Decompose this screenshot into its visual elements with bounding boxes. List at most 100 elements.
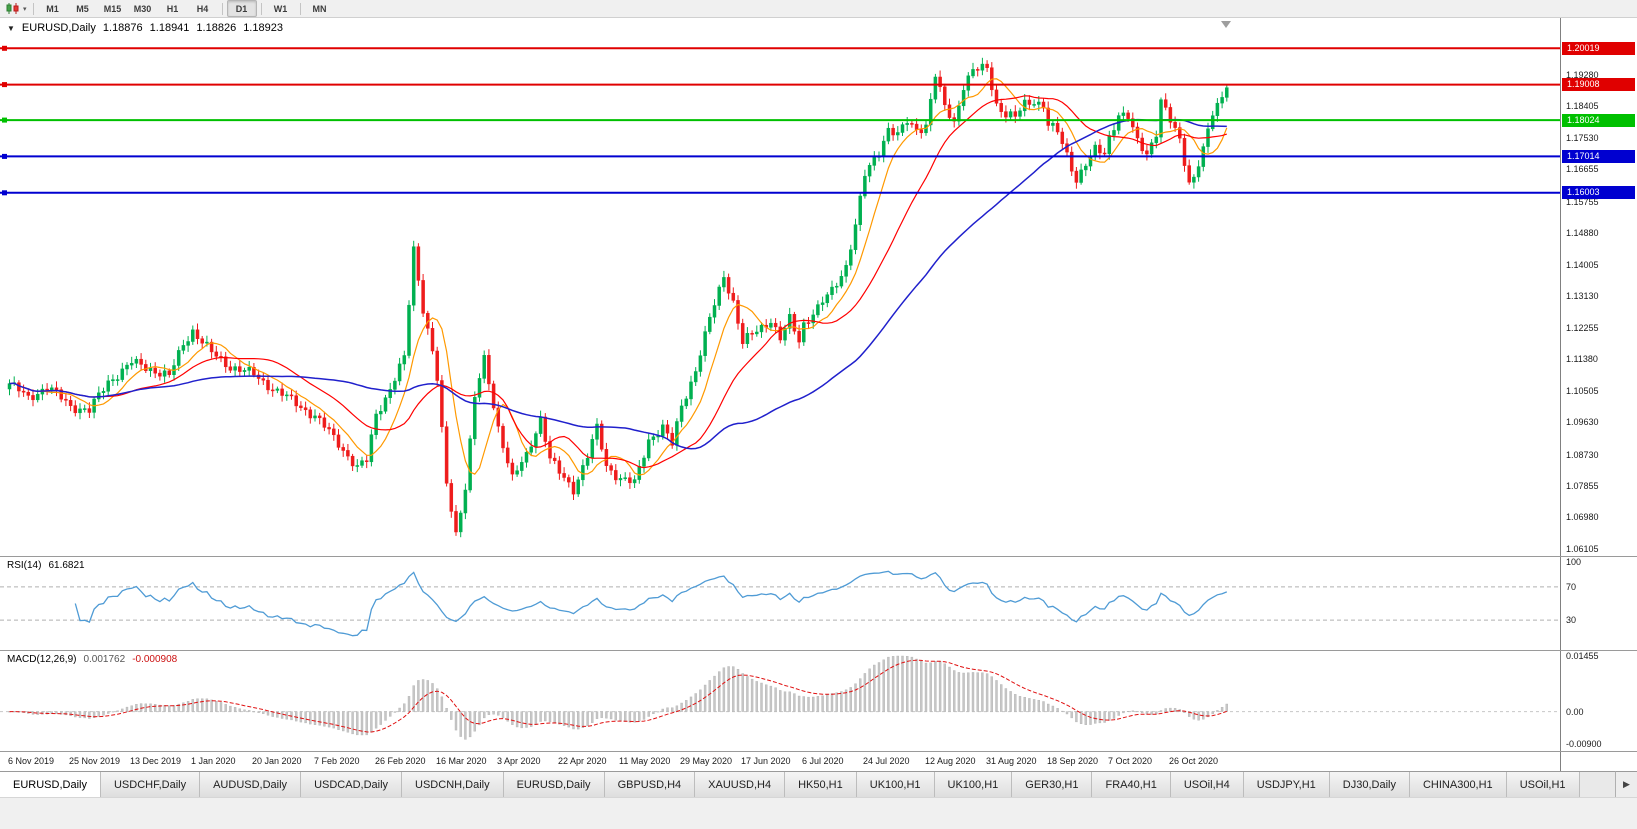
chart-tab-UK100-H1[interactable]: UK100,H1 xyxy=(934,772,1013,797)
pane-separator xyxy=(0,751,1637,752)
pane-separator[interactable] xyxy=(0,556,1637,557)
price-tick: 1.16655 xyxy=(1566,164,1599,174)
price-axis[interactable]: 1.19280 1.18405 1.17530 1.16655 1.15755 1.148… xyxy=(1560,18,1637,556)
rsi-chart[interactable] xyxy=(0,557,1560,650)
macd-label: MACD(12,26,9) xyxy=(7,654,77,665)
rsi-line xyxy=(74,570,1228,637)
date-tick: 18 Sep 2020 xyxy=(1047,756,1099,766)
price-line-label[interactable]: 1.16003 xyxy=(1562,186,1635,199)
main-chart-pane[interactable]: ▼ EURUSD,Daily 1.18876 1.18941 1.18826 1… xyxy=(0,18,1637,556)
pane-separator[interactable] xyxy=(0,650,1637,651)
chart-tab-DJ30-Daily[interactable]: DJ30,Daily xyxy=(1329,772,1410,797)
timeframe-button-M1[interactable]: M1 xyxy=(46,3,59,14)
macd-value: 0.001762 xyxy=(83,654,126,665)
line-handle[interactable] xyxy=(2,190,7,196)
date-tick: 3 Apr 2020 xyxy=(497,756,541,766)
candlestick-chart-icon xyxy=(6,3,19,14)
date-tick: 26 Feb 2020 xyxy=(375,756,426,766)
line-handle[interactable] xyxy=(2,45,7,51)
date-tick: 6 Nov 2019 xyxy=(8,756,55,766)
chart-tab-HK50-H1[interactable]: HK50,H1 xyxy=(785,772,857,797)
price-tick: 1.10505 xyxy=(1566,386,1599,396)
chart-tab-USOil-H4[interactable]: USOil,H4 xyxy=(1170,772,1244,797)
date-tick: 25 Nov 2019 xyxy=(69,756,121,766)
price-tick: 1.17530 xyxy=(1566,133,1599,143)
open-price: 1.18876 xyxy=(102,22,143,34)
price-tick: 1.19280 xyxy=(1566,70,1599,80)
chart-tab-USDJPY-H1[interactable]: USDJPY,H1 xyxy=(1243,772,1330,797)
timeframe-toolbar: ▾ M1 M5 M15 M30 H1 H4 D1 W1 MN xyxy=(0,0,1637,18)
price-line-label[interactable]: 1.17014 xyxy=(1562,150,1635,163)
timeframe-button-M15[interactable]: M15 xyxy=(103,3,122,14)
price-tick: 1.11380 xyxy=(1566,354,1598,364)
chart-tab-CHINA300-H1[interactable]: CHINA300,H1 xyxy=(1409,772,1507,797)
chart-tab-EURUSD-Daily[interactable]: EURUSD,Daily xyxy=(0,772,101,797)
date-tick: 26 Oct 2020 xyxy=(1169,756,1219,766)
rsi-label: RSI(14) xyxy=(7,560,42,571)
tab-scroll-right-button[interactable]: ▶ xyxy=(1615,771,1637,797)
price-tick: 1.14880 xyxy=(1566,228,1599,238)
date-tick: 1 Jan 2020 xyxy=(191,756,236,766)
candlestick-chart[interactable] xyxy=(0,18,1560,556)
date-tick: 7 Feb 2020 xyxy=(314,756,360,766)
timeframe-button-H1[interactable]: H1 xyxy=(166,3,179,14)
toolbar-separator xyxy=(299,2,301,15)
chart-shift-marker-icon[interactable] xyxy=(1221,21,1231,28)
rsi-header: RSI(14) 61.6821 xyxy=(7,560,85,571)
chart-type-dropdown-icon[interactable]: ▾ xyxy=(23,5,27,13)
timeframe-button-D1[interactable]: D1 xyxy=(226,0,257,17)
chart-type-button[interactable]: ▾ xyxy=(3,2,29,15)
chart-tab-FRA40-H1[interactable]: FRA40,H1 xyxy=(1092,772,1171,797)
price-tick: 1.07855 xyxy=(1566,481,1599,491)
macd-signal-line xyxy=(9,659,1227,733)
chart-tab-USDCHF-Daily[interactable]: USDCHF,Daily xyxy=(100,772,201,797)
timeframe-button-MN[interactable]: MN xyxy=(312,3,327,14)
timeframe-button-M30[interactable]: M30 xyxy=(133,3,152,14)
line-handle[interactable] xyxy=(2,117,7,123)
collapse-indicator-icon[interactable]: ▼ xyxy=(7,24,15,33)
date-tick: 17 Jun 2020 xyxy=(741,756,791,766)
toolbar-separator xyxy=(221,2,223,15)
timeframe-button-W1[interactable]: W1 xyxy=(273,3,288,14)
price-tick: 1.06105 xyxy=(1566,544,1599,554)
line-handle[interactable] xyxy=(2,82,7,88)
date-tick: 12 Aug 2020 xyxy=(925,756,976,766)
macd-chart[interactable] xyxy=(0,651,1560,751)
chart-tab-XAUUSD-H4[interactable]: XAUUSD,H4 xyxy=(695,772,786,797)
chart-tab-GER30-H1[interactable]: GER30,H1 xyxy=(1012,772,1093,797)
macd-tick: 0.01455 xyxy=(1566,651,1599,661)
price-line-label[interactable]: 1.20019 xyxy=(1562,42,1635,55)
rsi-tick: 100 xyxy=(1566,557,1582,567)
line-handle[interactable] xyxy=(2,153,7,159)
date-tick: 11 May 2020 xyxy=(619,756,671,766)
chart-tab-GBPUSD-H4[interactable]: GBPUSD,H4 xyxy=(604,772,696,797)
price-tick: 1.13130 xyxy=(1566,291,1599,301)
price-tick: 1.14005 xyxy=(1566,260,1599,270)
chart-tab-USDCAD-Daily[interactable]: USDCAD,Daily xyxy=(301,772,403,797)
toolbar-separator xyxy=(260,2,262,15)
macd-pane[interactable]: MACD(12,26,9) 0.001762 -0.000908 0.01455… xyxy=(0,651,1637,751)
chart-tab-AUDUSD-Daily[interactable]: AUDUSD,Daily xyxy=(200,772,302,797)
chart-tab-USDCNH-Daily[interactable]: USDCNH,Daily xyxy=(402,772,504,797)
rsi-pane[interactable]: RSI(14) 61.6821 100 70 30 xyxy=(0,557,1637,650)
timeframe-button-M5[interactable]: M5 xyxy=(76,3,89,14)
date-tick: 29 May 2020 xyxy=(680,756,733,766)
price-tick: 1.08730 xyxy=(1566,450,1599,460)
statusbar-area xyxy=(0,797,1637,829)
chart-tab-USOil-H1[interactable]: USOil,H1 xyxy=(1506,772,1580,797)
date-tick: 24 Jul 2020 xyxy=(863,756,910,766)
date-tick: 6 Jul 2020 xyxy=(802,756,844,766)
close-price: 1.18923 xyxy=(243,22,283,34)
chart-tab-UK100-H1[interactable]: UK100,H1 xyxy=(856,772,935,797)
ma-line-21[interactable] xyxy=(9,95,1227,469)
macd-tick: -0.00900 xyxy=(1566,739,1602,749)
ma-line-8[interactable] xyxy=(9,78,1228,476)
price-line-label[interactable]: 1.19008 xyxy=(1562,78,1635,91)
price-line-label[interactable]: 1.18024 xyxy=(1562,114,1635,127)
date-tick: 22 Apr 2020 xyxy=(558,756,607,766)
timeframe-button-H4[interactable]: H4 xyxy=(196,3,209,14)
candles[interactable] xyxy=(7,57,1229,538)
ma-line-55[interactable] xyxy=(9,118,1227,450)
chart-tab-EURUSD-Daily[interactable]: EURUSD,Daily xyxy=(503,772,605,797)
